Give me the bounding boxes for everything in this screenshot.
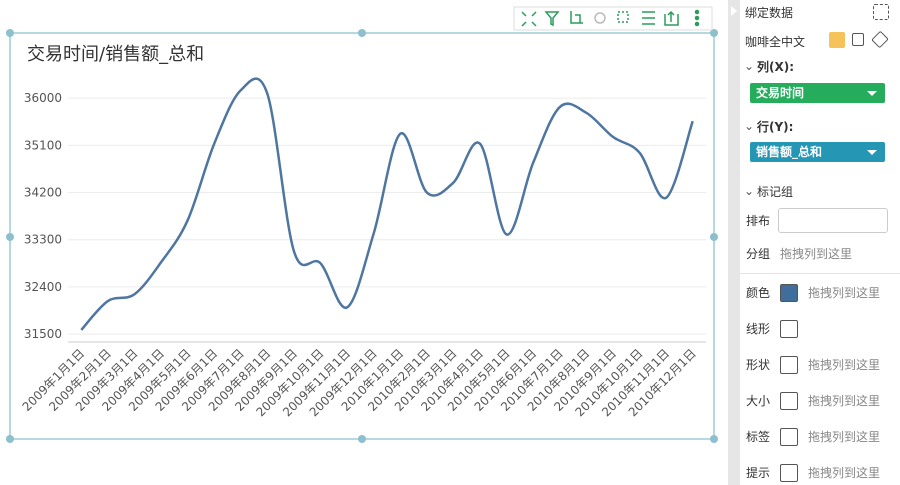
y-field-pill[interactable]: 销售额_总和 xyxy=(750,142,885,162)
y-shelf-label: 行(Y): xyxy=(757,120,794,134)
property-icon[interactable] xyxy=(780,464,798,482)
drop-hint[interactable]: 拖拽列到这里 xyxy=(808,430,881,444)
drop-hint[interactable]: 拖拽列到这里 xyxy=(780,247,853,261)
y-tick-label: 36000 xyxy=(24,91,62,105)
sum-icon[interactable] xyxy=(829,32,845,48)
property-icon[interactable] xyxy=(780,392,798,410)
layout-select[interactable] xyxy=(778,208,888,233)
layout-label: 排布 xyxy=(746,214,771,228)
axis-icon[interactable] xyxy=(852,33,864,46)
eraser-icon[interactable] xyxy=(871,30,889,49)
y-tick-label: 35100 xyxy=(24,138,62,152)
property-label: 提示 xyxy=(746,466,771,480)
y-tick-label: 34200 xyxy=(24,186,62,200)
x-shelf-label: 列(X): xyxy=(757,60,795,74)
property-label: 颜色 xyxy=(746,286,771,300)
property-label: 大小 xyxy=(746,394,771,408)
property-icon[interactable] xyxy=(780,428,798,446)
property-label: 线形 xyxy=(746,322,771,336)
property-icon[interactable] xyxy=(780,320,798,338)
property-label: 形状 xyxy=(746,358,771,372)
drop-hint[interactable]: 拖拽列到这里 xyxy=(808,358,881,372)
swap-icon[interactable] xyxy=(873,4,889,20)
drop-hint[interactable]: 拖拽列到这里 xyxy=(808,466,881,480)
collapse-arrow[interactable] xyxy=(731,6,742,16)
chevron: ⌄ xyxy=(744,119,755,133)
group-label: 分组 xyxy=(746,247,771,261)
chevron: ⌄ xyxy=(744,184,755,198)
chart-title: 交易时间/销售额_总和 xyxy=(27,44,204,65)
y-tick-label: 31500 xyxy=(24,327,62,341)
property-icon[interactable] xyxy=(780,356,798,374)
panel-collapse-bar[interactable] xyxy=(728,0,740,485)
resize-handles xyxy=(6,29,718,443)
y-tick-label: 33300 xyxy=(24,233,62,247)
dataset-name: 咖啡全中文 xyxy=(745,35,806,49)
property-icon[interactable] xyxy=(780,284,798,302)
toolbar[interactable] xyxy=(513,6,713,31)
line-series xyxy=(80,77,694,331)
property-label: 标签 xyxy=(746,430,771,444)
panel-title: 绑定数据 xyxy=(745,6,794,20)
chart: 交易时间/销售额_总和 31500 32400 33300 34200 35100 360… xyxy=(6,6,718,443)
y-tick-label: 32400 xyxy=(24,280,62,294)
separator xyxy=(740,273,900,274)
chevron: ⌄ xyxy=(744,59,755,73)
marks-label: 标记组 xyxy=(757,185,794,199)
x-field-pill[interactable]: 交易时间 xyxy=(750,83,885,103)
drop-hint[interactable]: 拖拽列到这里 xyxy=(808,286,881,300)
drop-hint[interactable]: 拖拽列到这里 xyxy=(808,394,881,408)
